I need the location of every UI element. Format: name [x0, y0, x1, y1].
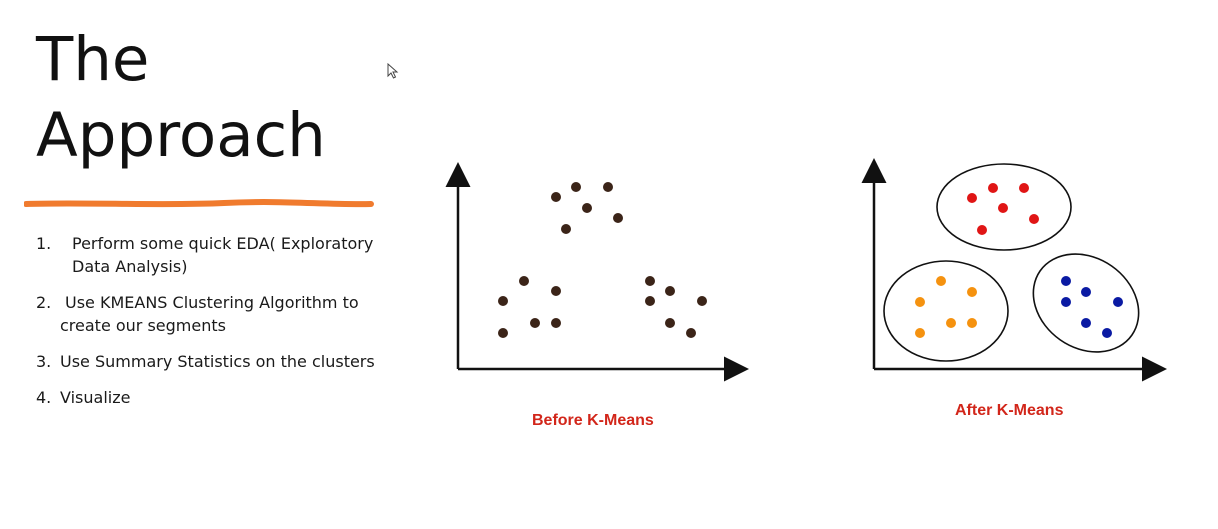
data-point — [571, 182, 581, 192]
step-text: Use Summary Statistics on the clusters — [60, 352, 375, 371]
data-point — [561, 224, 571, 234]
data-point — [1061, 297, 1071, 307]
data-point — [551, 286, 561, 296]
data-point — [1029, 214, 1039, 224]
list-item: 3. Use Summary Statistics on the cluster… — [36, 350, 381, 373]
data-point — [1019, 183, 1029, 193]
list-item: 2. Use KMEANS Clustering Algorithm to cr… — [36, 291, 381, 337]
step-text: Perform some quick EDA( Exploratory Data… — [72, 234, 374, 276]
cluster-boundary-orange — [883, 260, 1009, 362]
title-line-1: The — [36, 24, 150, 95]
data-point — [977, 225, 987, 235]
data-point — [915, 328, 925, 338]
data-point — [498, 296, 508, 306]
slide-title: The Approach — [36, 22, 326, 174]
data-point — [498, 328, 508, 338]
data-point — [1113, 297, 1123, 307]
data-point — [967, 193, 977, 203]
cluster-blue-points — [1061, 276, 1123, 338]
data-point — [1102, 328, 1112, 338]
scatter-points — [498, 182, 707, 338]
list-item: 1. Perform some quick EDA( Exploratory D… — [36, 232, 381, 278]
cluster-orange-points — [915, 276, 977, 338]
data-point — [988, 183, 998, 193]
after-kmeans-diagram — [861, 158, 1167, 382]
after-caption: After K-Means — [955, 402, 1064, 419]
cluster-red-points — [967, 183, 1039, 235]
steps-list: 1. Perform some quick EDA( Exploratory D… — [36, 232, 381, 422]
data-point — [665, 286, 675, 296]
data-point — [551, 192, 561, 202]
data-point — [967, 318, 977, 328]
title-line-2: Approach — [36, 100, 326, 171]
cluster-boundary-blue — [1032, 253, 1140, 353]
step-number: 1. — [36, 234, 52, 253]
before-caption: Before K-Means — [532, 412, 654, 429]
data-point — [686, 328, 696, 338]
title-underline — [24, 199, 374, 208]
data-point — [530, 318, 540, 328]
step-number: 4. — [36, 388, 52, 407]
data-point — [551, 318, 561, 328]
data-point — [697, 296, 707, 306]
data-point — [998, 203, 1008, 213]
data-point — [1081, 287, 1091, 297]
data-point — [1081, 318, 1091, 328]
data-point — [613, 213, 623, 223]
data-point — [645, 276, 655, 286]
data-point — [582, 203, 592, 213]
step-number: 2. — [36, 293, 52, 312]
cluster-boundary-red — [936, 163, 1072, 251]
step-number: 3. — [36, 352, 52, 371]
data-point — [1061, 276, 1071, 286]
step-text: Use KMEANS Clustering Algorithm to creat… — [60, 293, 359, 335]
data-point — [645, 296, 655, 306]
data-point — [936, 276, 946, 286]
step-text: Visualize — [60, 388, 131, 407]
data-point — [915, 297, 925, 307]
before-kmeans-diagram — [445, 162, 749, 382]
data-point — [603, 182, 613, 192]
list-item: 4. Visualize — [36, 386, 381, 409]
data-point — [946, 318, 956, 328]
mouse-cursor-icon — [387, 63, 399, 79]
data-point — [519, 276, 529, 286]
data-point — [967, 287, 977, 297]
data-point — [665, 318, 675, 328]
